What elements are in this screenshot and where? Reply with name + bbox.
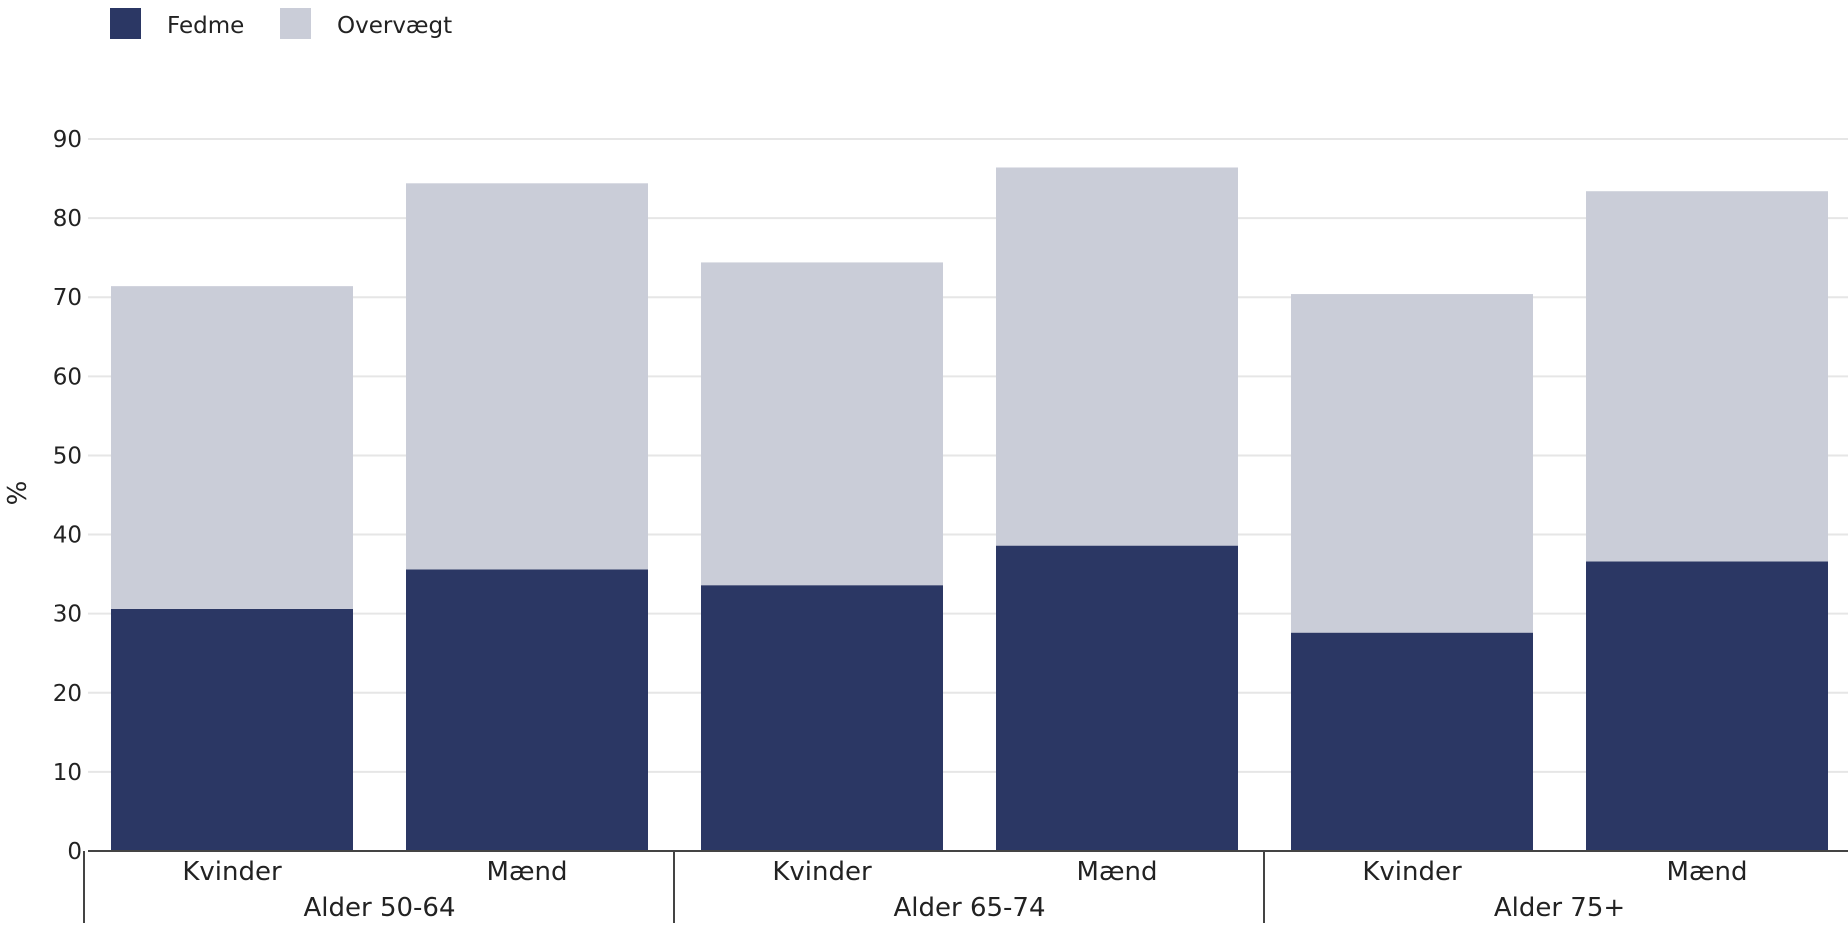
y-tick-label: 80	[53, 206, 82, 232]
y-tick-label: 40	[53, 523, 82, 549]
x-category-label: Kvinder	[182, 857, 282, 887]
x-group-label: Alder 50-64	[303, 893, 455, 923]
y-tick-label: 0	[67, 839, 82, 865]
bar-overv-gt-3	[701, 262, 943, 586]
x-category-label: Mænd	[487, 857, 568, 887]
bar-overv-gt-5	[1291, 294, 1533, 633]
legend-item-overv-gt: Overvægt	[280, 8, 452, 39]
legend-swatch	[110, 8, 141, 39]
legend: Fedme Overvægt	[110, 8, 452, 39]
y-tick-label: 90	[53, 127, 82, 153]
bar-overv-gt-2	[406, 183, 648, 570]
x-category-label: Kvinder	[772, 857, 872, 887]
grid-lines	[88, 138, 1848, 773]
y-tick-label: 50	[53, 443, 82, 469]
bar-fedme-6	[1586, 561, 1828, 851]
bar-overv-gt-1	[111, 286, 353, 609]
bar-overv-gt-4	[996, 167, 1238, 546]
bar-overv-gt-6	[1586, 191, 1828, 562]
legend-item-fedme: Fedme	[110, 8, 244, 39]
bar-fedme-2	[406, 569, 648, 851]
bar-fedme-1	[111, 608, 353, 851]
x-group-label: Alder 65-74	[893, 893, 1045, 923]
bar-fedme-3	[701, 585, 943, 851]
y-tick-label: 10	[53, 760, 82, 786]
legend-label: Overvægt	[337, 13, 452, 39]
y-tick-label: 70	[53, 285, 82, 311]
x-category-label: Mænd	[1077, 857, 1158, 887]
bars	[111, 167, 1828, 851]
y-axis-label: %	[3, 481, 33, 506]
y-tick-label: 30	[53, 602, 82, 628]
legend-label: Fedme	[167, 13, 244, 39]
legend-swatch	[280, 8, 311, 39]
y-tick-label: 60	[53, 364, 82, 390]
y-tick-label: 20	[53, 681, 82, 707]
x-group-label: Alder 75+	[1494, 893, 1625, 923]
x-category-label: Mænd	[1667, 857, 1748, 887]
bar-fedme-4	[996, 545, 1238, 851]
bar-fedme-5	[1291, 632, 1533, 851]
x-category-label: Kvinder	[1362, 857, 1462, 887]
x-axis: Kvinder Mænd Kvinder Mænd Kvinder Mænd Alder 5…	[83, 850, 1848, 923]
y-axis: 0 10 20 30 40 50 60 70 80 90	[53, 127, 82, 865]
